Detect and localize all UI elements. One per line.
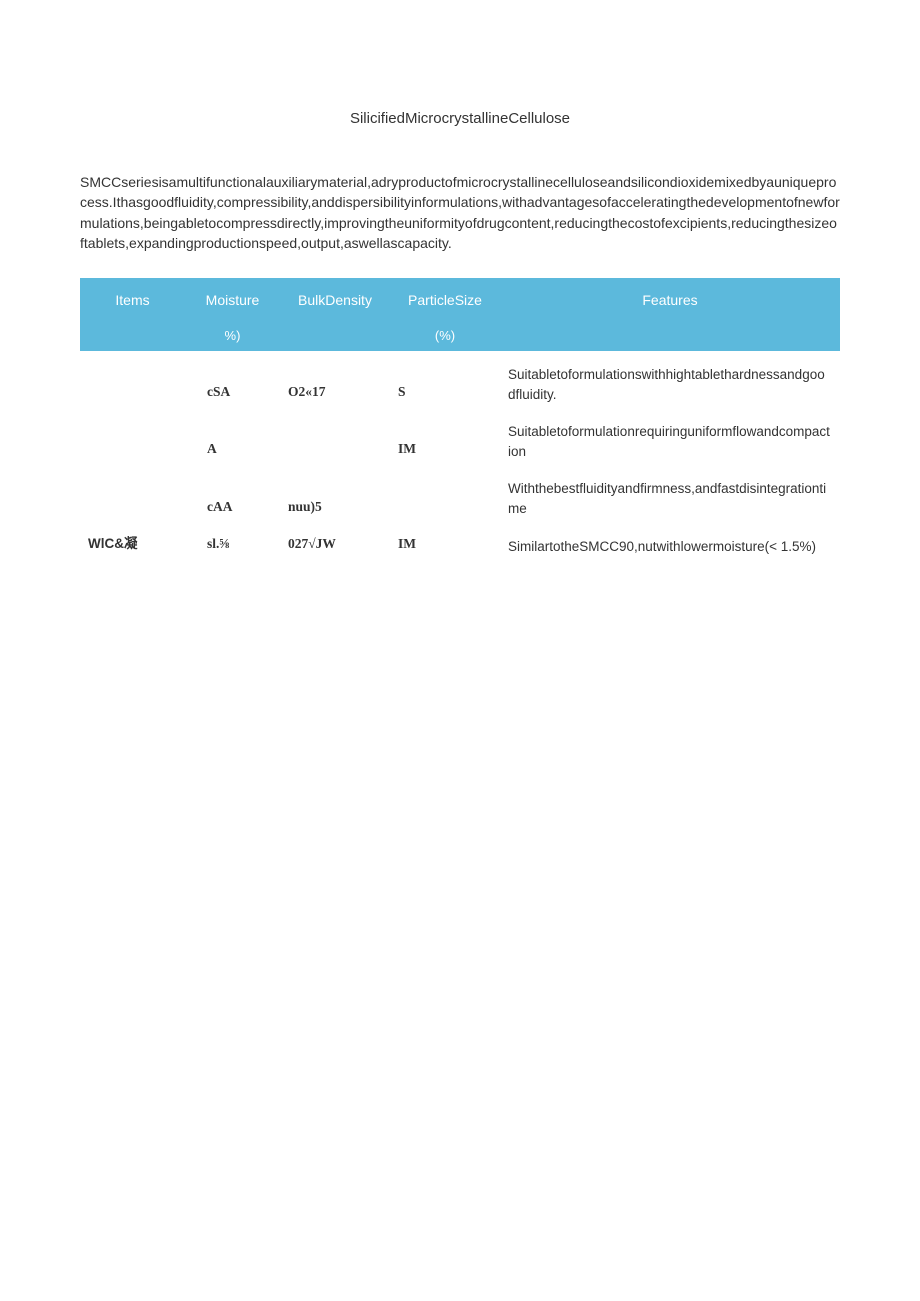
col-header-bulk: BulkDensity [280, 278, 390, 351]
col-header-moisture-label: Moisture [206, 292, 260, 308]
table-row: cAA nuu)5 Withthebestfluidityandfirmness… [80, 465, 840, 522]
cell-feature: SimilartotheSMCC90,nutwithlowermoisture(… [500, 523, 840, 561]
table-row: cSA O2«17 S Suitabletoformulationswithhi… [80, 351, 840, 408]
cell-feature: Suitabletoformulationrequiringuniformflo… [500, 408, 840, 465]
col-header-particle: ParticleSize (%) [390, 278, 500, 351]
cell-feature: Suitabletoformulationswithhightablethard… [500, 351, 840, 408]
cell-bulk: O2«17 [280, 351, 390, 408]
cell-bulk [280, 408, 390, 465]
cell-bulk: nuu)5 [280, 465, 390, 522]
page-title: SilicifiedMicrocrystallineCellulose [80, 110, 840, 127]
table-header-row: Items Moisture %) BulkDensity ParticleSi… [80, 278, 840, 351]
col-header-items-label: Items [115, 292, 149, 308]
cell-feature: Withthebestfluidityandfirmness,andfastdi… [500, 465, 840, 522]
cell-particle [390, 465, 500, 522]
cell-item [80, 408, 185, 465]
intro-paragraph: SMCCseriesisamultifunctionalauxiliarymat… [80, 172, 840, 253]
col-header-items: Items [80, 278, 185, 351]
cell-item [80, 465, 185, 522]
cell-particle: S [390, 351, 500, 408]
cell-particle: IM [390, 523, 500, 561]
cell-bulk: 027√JW [280, 523, 390, 561]
cell-moisture: cSA [185, 351, 280, 408]
col-header-bulk-label: BulkDensity [298, 292, 372, 308]
cell-particle: IM [390, 408, 500, 465]
col-header-moisture-sub: %) [193, 328, 272, 343]
table-row: WlC&凝 sl.⅝ 027√JW IM SimilartotheSMCC90,… [80, 523, 840, 561]
col-header-particle-label: ParticleSize [408, 292, 482, 308]
col-header-features: Features [500, 278, 840, 351]
cell-item [80, 351, 185, 408]
cell-moisture: sl.⅝ [185, 523, 280, 561]
cell-moisture: cAA [185, 465, 280, 522]
col-header-features-label: Features [642, 292, 697, 308]
col-header-particle-sub: (%) [398, 328, 492, 343]
spec-table: Items Moisture %) BulkDensity ParticleSi… [80, 278, 840, 560]
col-header-moisture: Moisture %) [185, 278, 280, 351]
cell-moisture: A [185, 408, 280, 465]
table-row: A IM Suitabletoformulationrequiringunifo… [80, 408, 840, 465]
cell-item: WlC&凝 [80, 523, 185, 561]
